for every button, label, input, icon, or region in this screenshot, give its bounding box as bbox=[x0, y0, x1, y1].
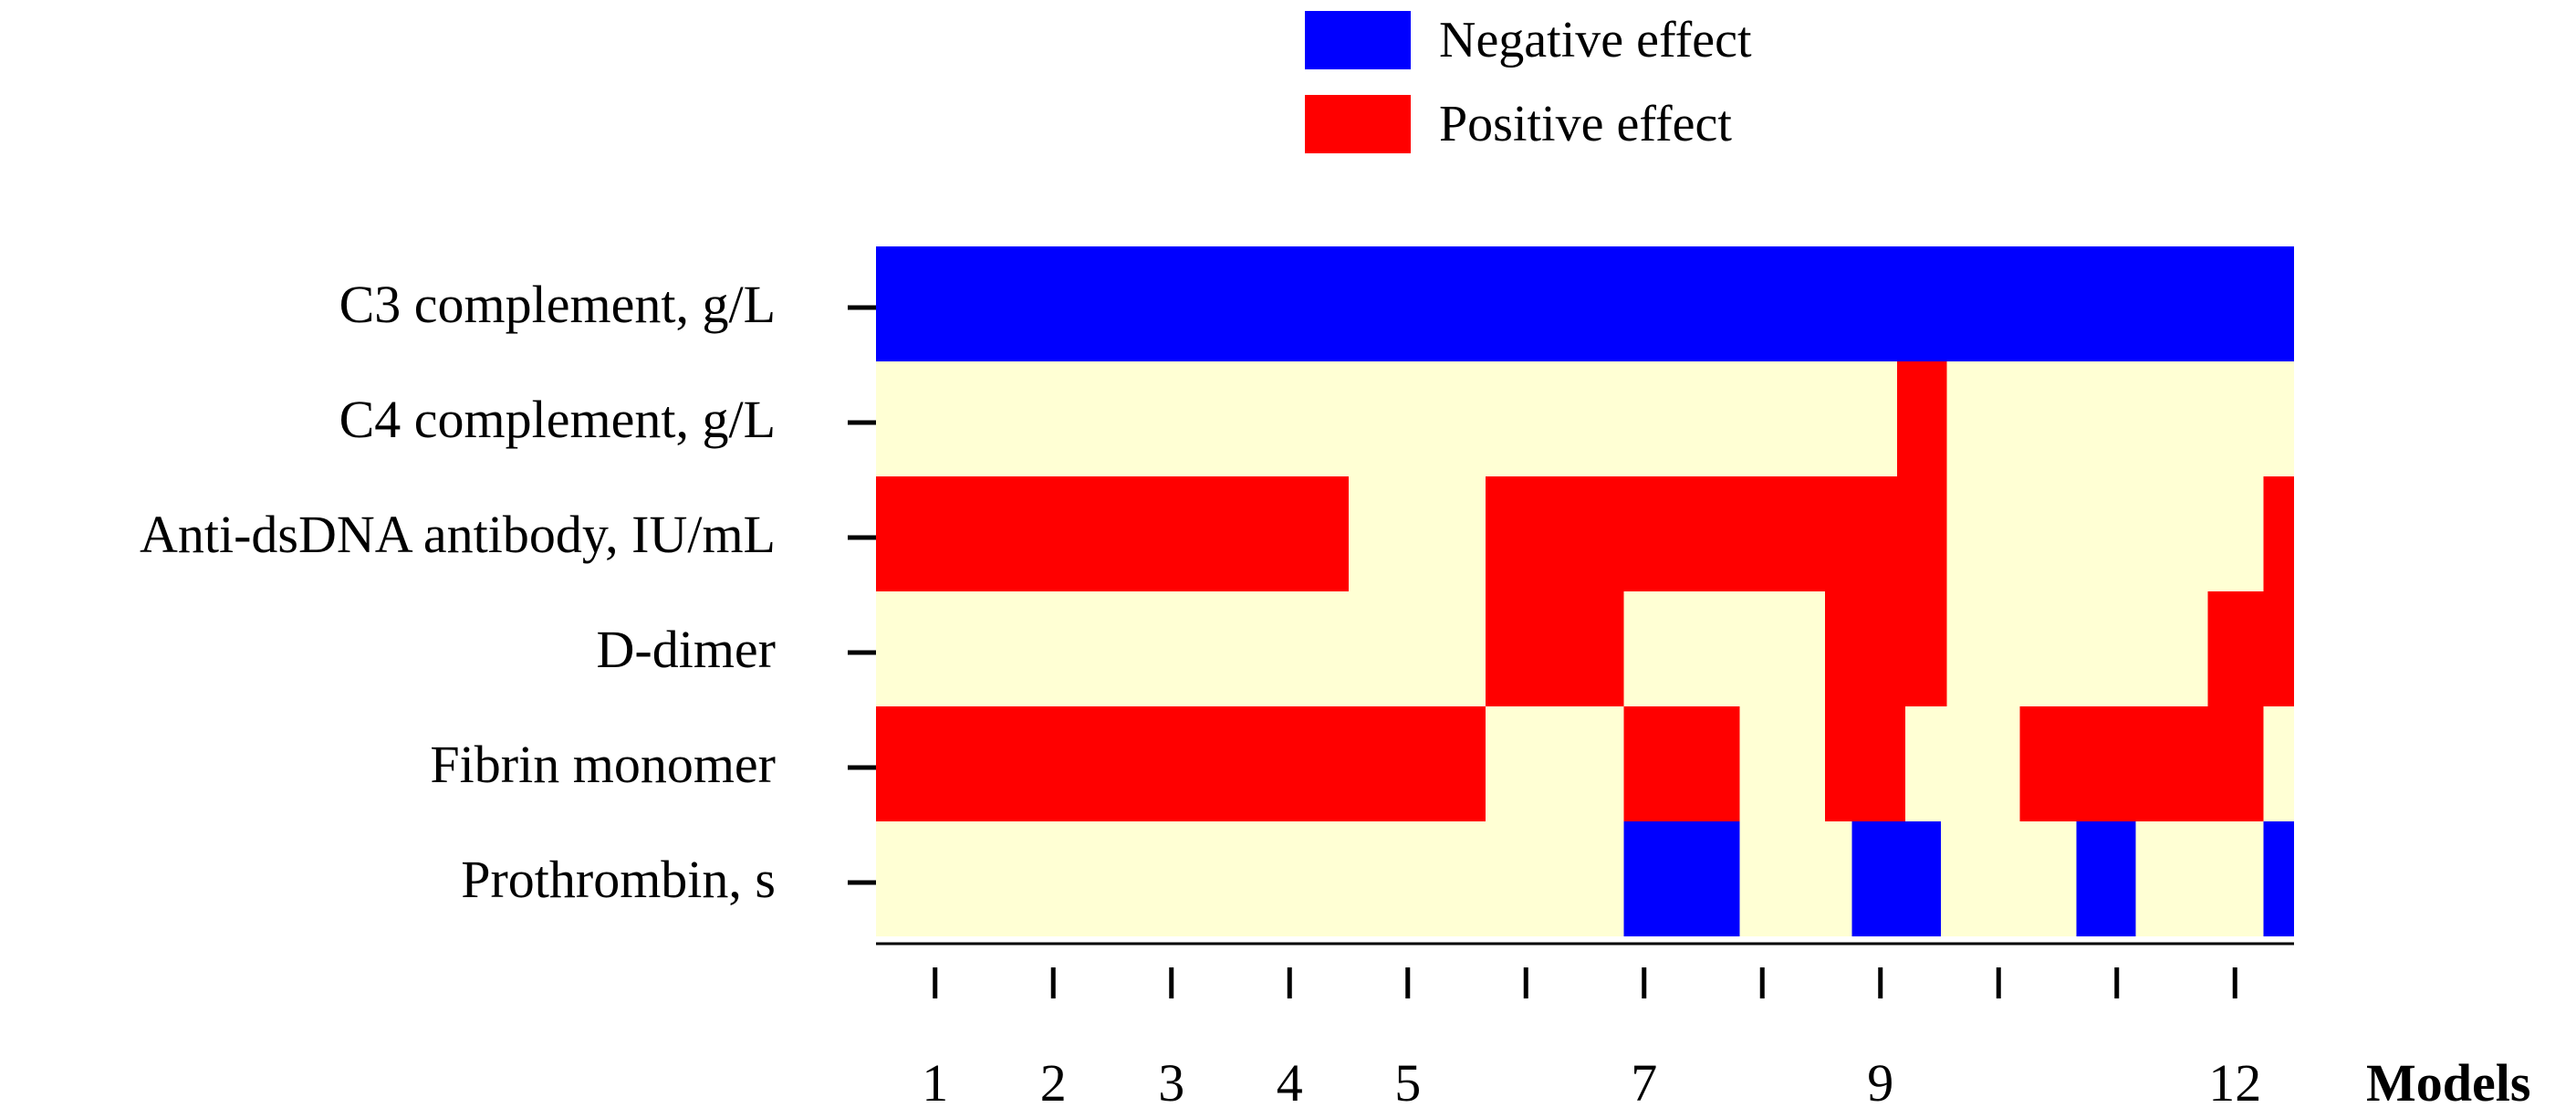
x-axis-label: Models bbox=[2366, 1053, 2530, 1113]
x-tick-label: 9 bbox=[1867, 1053, 1893, 1113]
x-tick-label: 2 bbox=[1040, 1053, 1067, 1113]
row-label: C4 complement, g/L bbox=[339, 390, 776, 449]
row-label: Fibrin monomer bbox=[430, 735, 776, 794]
x-tick-label: 5 bbox=[1394, 1053, 1421, 1113]
plot-area bbox=[876, 246, 2294, 936]
heatmap-cell-positive bbox=[1824, 706, 1905, 821]
heatmap-cell-positive bbox=[1824, 591, 1947, 706]
heatmap-cell-positive bbox=[2263, 476, 2294, 591]
heatmap-cell-positive bbox=[1623, 706, 1740, 821]
heatmap-cell-positive bbox=[1486, 591, 1624, 706]
x-tick-label: 4 bbox=[1277, 1053, 1303, 1113]
heatmap-cell-positive bbox=[876, 706, 1486, 821]
x-tick-label: 3 bbox=[1158, 1053, 1184, 1113]
heatmap-cell-negative bbox=[2263, 821, 2294, 936]
heatmap-cell-negative bbox=[2076, 821, 2136, 936]
heatmap-cell-positive bbox=[876, 476, 1349, 591]
row-label: Prothrombin, s bbox=[461, 850, 776, 909]
heatmap-cell-negative bbox=[1851, 821, 1941, 936]
x-axis: 1 2 3 4 5 7 9 12 Models bbox=[876, 942, 2530, 1113]
heatmap-cell-negative bbox=[1623, 821, 1740, 936]
heatmap-cell-negative bbox=[876, 246, 2294, 361]
row-label: C3 complement, g/L bbox=[339, 275, 776, 334]
legend-swatch-positive bbox=[1305, 95, 1411, 153]
heatmap-cell-positive bbox=[2207, 591, 2294, 706]
x-tick-label: 12 bbox=[2208, 1053, 2261, 1113]
x-tick-label: 1 bbox=[922, 1053, 948, 1113]
row-label: D-dimer bbox=[597, 620, 777, 679]
row-labels: C3 complement, g/L C4 complement, g/L Anti… bbox=[140, 275, 776, 909]
legend: Negative effect Positive effect bbox=[1305, 11, 1752, 153]
row-label: Anti-dsDNA antibody, IU/mL bbox=[140, 505, 776, 564]
legend-label-positive: Positive effect bbox=[1439, 96, 1732, 152]
heatmap-cell-positive bbox=[2019, 706, 2264, 821]
legend-label-negative: Negative effect bbox=[1439, 12, 1752, 68]
row-ticks bbox=[848, 305, 876, 885]
legend-swatch-negative bbox=[1305, 11, 1411, 69]
heatmap-cell-positive bbox=[1896, 361, 1947, 476]
x-tick-label: 7 bbox=[1631, 1053, 1657, 1113]
heatmap-cell-positive bbox=[1486, 476, 1947, 591]
